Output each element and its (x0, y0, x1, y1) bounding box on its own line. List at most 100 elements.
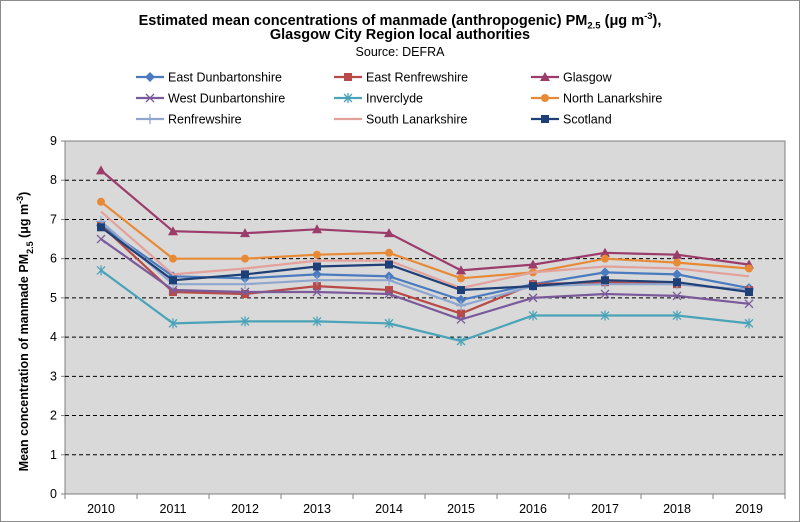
x-tick-label: 2017 (591, 502, 619, 516)
data-point (456, 265, 466, 275)
data-point (529, 282, 537, 291)
data-point (528, 259, 538, 269)
y-tick-label: 1 (50, 448, 57, 462)
series-line (100, 226, 750, 294)
data-point (457, 286, 465, 295)
title-superscript: -3 (644, 11, 653, 22)
x-tick-label: 2010 (87, 502, 115, 516)
data-point (168, 226, 178, 236)
x-tick-label: 2011 (160, 502, 187, 516)
data-point (744, 299, 754, 309)
title-end: ), (652, 12, 662, 29)
y-tick-label: 3 (50, 369, 57, 383)
data-point (672, 310, 682, 321)
series-line (100, 210, 750, 290)
title-unit: (μg m (604, 12, 645, 29)
data-point (457, 274, 465, 283)
data-point (672, 249, 682, 259)
data-point (745, 288, 753, 297)
data-point (384, 228, 394, 238)
legend-label: North Lanarkshire (563, 92, 662, 106)
data-point (240, 279, 250, 290)
data-point (456, 300, 466, 311)
data-point (600, 289, 610, 299)
y-tick-label: 4 (50, 330, 57, 344)
data-point (313, 250, 321, 259)
y-tick-label: 8 (50, 173, 57, 187)
data-point (169, 254, 177, 263)
data-point (385, 260, 393, 269)
data-point (241, 289, 249, 298)
data-point (312, 316, 322, 327)
data-point (312, 275, 322, 286)
data-point (384, 289, 394, 299)
data-point (168, 318, 178, 329)
data-point (96, 234, 106, 244)
legend-marker (540, 72, 550, 81)
y-tick-label: 0 (50, 487, 57, 501)
chart-title: Estimated mean concentrations of manmade… (1, 8, 799, 36)
y-tick-label: 2 (50, 409, 57, 423)
data-point (385, 286, 393, 295)
x-tick-label: 2014 (375, 502, 403, 516)
data-point (312, 224, 322, 234)
data-point (672, 291, 682, 301)
data-point (385, 248, 393, 257)
data-point (313, 262, 321, 271)
data-point (312, 269, 322, 280)
data-point (528, 293, 538, 303)
x-tick-label: 2012 (231, 502, 259, 516)
legend-marker (145, 93, 155, 103)
legend-marker (145, 114, 155, 124)
series-line (100, 269, 750, 343)
data-point (97, 223, 105, 232)
data-point (313, 282, 321, 291)
title-text: Estimated mean concentrations of manmade… (138, 12, 588, 29)
y-axis-label: Mean concentration of manmade PM2.5 (μg … (15, 192, 35, 472)
data-point (457, 309, 465, 318)
legend-label: West Dunbartonshire (168, 92, 285, 106)
source-note: Source: DEFRA (355, 45, 445, 59)
data-point (384, 275, 394, 286)
data-point (528, 310, 538, 321)
data-point (673, 278, 681, 287)
data-point (169, 276, 177, 285)
y-tick-label: 9 (50, 134, 57, 148)
legend-marker (541, 115, 549, 123)
series-line (100, 238, 750, 321)
data-point (456, 336, 466, 347)
x-tick-label: 2013 (303, 502, 331, 516)
data-point (240, 287, 250, 297)
data-point (672, 269, 682, 280)
data-point (456, 294, 466, 305)
data-point (601, 276, 609, 285)
x-tick-label: 2019 (735, 502, 763, 516)
chart-subtitle: Glasgow City Region local authorities (269, 27, 531, 43)
series-line (100, 220, 750, 307)
legend-marker (344, 73, 352, 81)
series-line (100, 200, 750, 280)
data-point (673, 258, 681, 267)
data-point (169, 288, 177, 297)
legend-label: East Renfrewshire (366, 71, 468, 85)
legend-marker (343, 93, 353, 103)
x-tick-label: 2016 (519, 502, 547, 516)
x-tick-label: 2018 (663, 502, 691, 516)
legend-marker (145, 72, 155, 82)
data-point (384, 318, 394, 329)
data-point (96, 165, 106, 175)
data-point (601, 254, 609, 263)
data-point (241, 254, 249, 263)
series-line (100, 169, 750, 272)
data-point (600, 247, 610, 257)
legend-label: Renfrewshire (168, 113, 242, 127)
data-point (97, 197, 105, 206)
legend-marker (541, 94, 549, 102)
data-point (240, 316, 250, 327)
legend-label: South Lanarkshire (366, 113, 468, 127)
legend-label: East Dunbartonshire (168, 71, 282, 85)
legend-label: Glasgow (563, 71, 613, 85)
legend-label: Scotland (563, 113, 612, 127)
